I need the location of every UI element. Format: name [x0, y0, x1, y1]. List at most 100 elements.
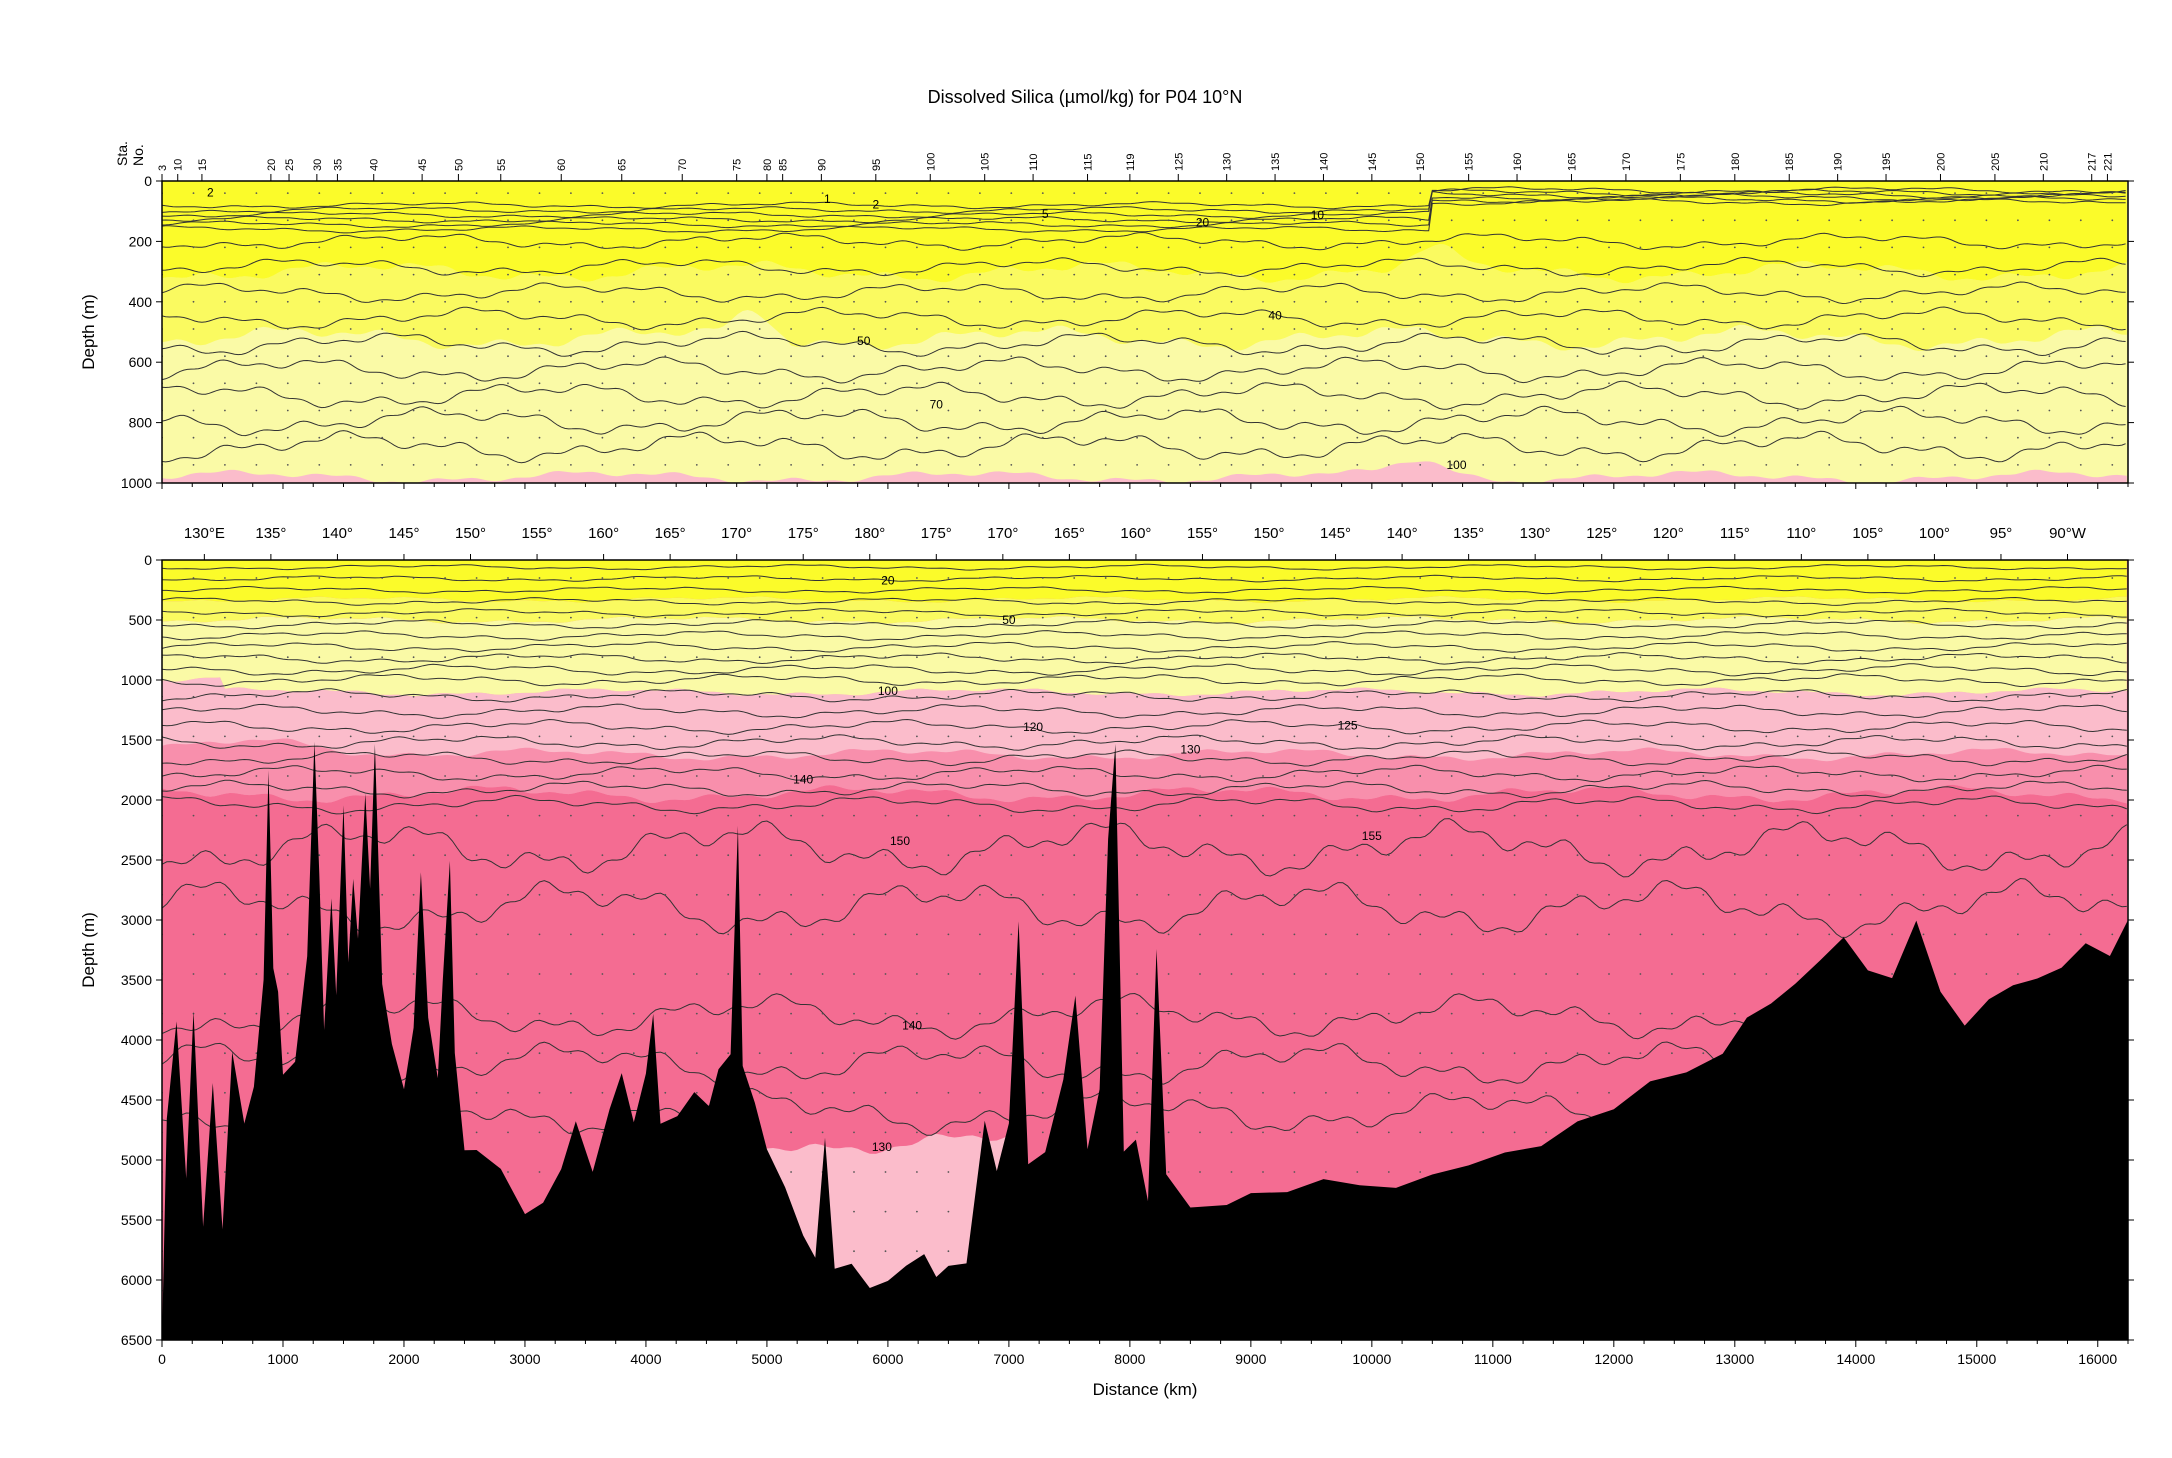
upper-sample-dot — [1985, 273, 1988, 276]
upper-sample-dot — [475, 219, 478, 222]
station-number: 205 — [1990, 153, 2002, 171]
lower-sample-dot — [979, 735, 981, 738]
upper-sample-dot — [192, 328, 195, 330]
upper-sample-dot — [1576, 246, 1579, 249]
lower-sample-dot — [758, 577, 761, 579]
lower-sample-dot — [1010, 854, 1013, 857]
upper-sample-dot — [1293, 355, 1296, 358]
upper-sample-dot — [916, 436, 918, 439]
upper-sample-dot — [1010, 464, 1013, 466]
station-number: 160 — [1512, 153, 1524, 171]
lower-sample-dot — [1545, 1052, 1547, 1055]
lower-sample-dot — [412, 1012, 415, 1015]
lower-sample-dot — [1230, 735, 1233, 738]
upper-sample-dot — [1104, 300, 1107, 303]
upper-sample-dot — [664, 328, 667, 330]
lower-sample-dot — [1136, 814, 1138, 817]
lower-sample-dot — [1230, 577, 1233, 579]
upper-sample-dot — [1041, 355, 1044, 358]
lower-sample-dot — [916, 893, 918, 896]
upper-sample-dot — [790, 409, 792, 412]
upper-sample-dot — [1922, 409, 1925, 412]
lower-sample-dot — [1576, 933, 1579, 936]
lower-sample-dot — [884, 616, 887, 619]
station-number: 80 — [762, 159, 774, 171]
lower-y-tick-label: 1500 — [121, 732, 152, 748]
lower-sample-dot — [1010, 735, 1013, 738]
lower-sample-dot — [1325, 616, 1327, 619]
lower-sample-dot — [1419, 616, 1422, 619]
upper-sample-dot — [1859, 464, 1862, 466]
upper-contour-50 — [162, 306, 2126, 331]
lower-sample-dot — [286, 1052, 289, 1055]
upper-sample-dot — [1513, 382, 1516, 385]
lower-sample-dot — [758, 1052, 761, 1055]
upper-sample-dot — [821, 328, 824, 330]
station-number: 70 — [677, 159, 689, 171]
lower-sample-dot — [1356, 577, 1359, 579]
lower-sample-dot — [570, 854, 572, 857]
station-number: 170 — [1621, 153, 1633, 171]
lower-sample-dot — [1104, 893, 1107, 896]
lower-sample-dot — [853, 1052, 855, 1055]
upper-sample-dot — [632, 246, 635, 249]
lower-frame — [161, 559, 2129, 1341]
lower-sample-dot — [2048, 695, 2051, 698]
upper-sample-dot — [1450, 464, 1453, 466]
upper-sample-dot — [1954, 328, 1956, 330]
station-number: 217 — [2087, 153, 2099, 171]
lower-sample-dot — [884, 1210, 887, 1213]
upper-sample-dot — [1230, 328, 1233, 330]
upper-sample-dot — [1073, 355, 1076, 358]
upper-sample-dot — [192, 273, 195, 276]
upper-sample-dot — [444, 409, 446, 412]
lower-sample-dot — [2017, 933, 2019, 936]
upper-sample-dot — [1765, 464, 1768, 466]
lower-sample-dot — [695, 577, 698, 579]
upper-sample-dot — [1041, 246, 1044, 249]
lower-sample-dot — [318, 735, 321, 738]
lower-sample-dot — [1419, 1171, 1422, 1173]
lower-sample-dot — [727, 695, 730, 698]
upper-y-tick-label: 400 — [129, 294, 153, 310]
lower-sample-dot — [821, 656, 824, 659]
upper-sample-dot — [664, 436, 667, 439]
lower-sample-dot — [601, 933, 604, 936]
lower-sample-dot — [2048, 893, 2051, 896]
upper-sample-dot — [884, 355, 887, 358]
lower-band-50-100 — [162, 615, 2127, 697]
lower-sample-dot — [1733, 775, 1736, 777]
upper-sample-dot — [1419, 409, 1422, 412]
lower-sample-dot — [1419, 1052, 1422, 1055]
lower-sample-dot — [1010, 577, 1013, 579]
lower-sample-dot — [947, 616, 950, 619]
upper-sample-dot — [286, 355, 289, 358]
lower-sample-dot — [1041, 973, 1044, 975]
upper-sample-dot — [192, 436, 195, 439]
upper-sample-dot — [2017, 464, 2019, 466]
lower-sample-dot — [1167, 814, 1170, 817]
lower-sample-dot — [507, 656, 509, 659]
lower-sample-dot — [979, 893, 981, 896]
lower-sample-dot — [1136, 577, 1138, 579]
lower-sample-dot — [1608, 893, 1610, 896]
lower-sample-dot — [1608, 933, 1610, 936]
lower-sample-dot — [1136, 695, 1138, 698]
lower-sample-dot — [1639, 775, 1642, 777]
lower-y-tick-label: 6500 — [121, 1332, 152, 1348]
lower-contour-115 — [162, 703, 2127, 719]
lower-sample-dot — [821, 893, 824, 896]
lower-sample-dot — [1230, 814, 1233, 817]
upper-sample-dot — [1922, 464, 1925, 466]
lower-sample-dot — [1419, 893, 1422, 896]
lower-sample-dot — [412, 893, 415, 896]
lower-sample-dot — [1608, 854, 1610, 857]
upper-sample-dot — [758, 192, 761, 195]
lower-sample-dot — [1293, 814, 1296, 817]
lower-sample-dot — [475, 577, 478, 579]
lower-sample-dot — [601, 973, 604, 975]
lower-sample-dot — [1262, 1091, 1264, 1094]
upper-contour-70 — [162, 380, 2126, 410]
lower-sample-dot — [1262, 893, 1264, 896]
